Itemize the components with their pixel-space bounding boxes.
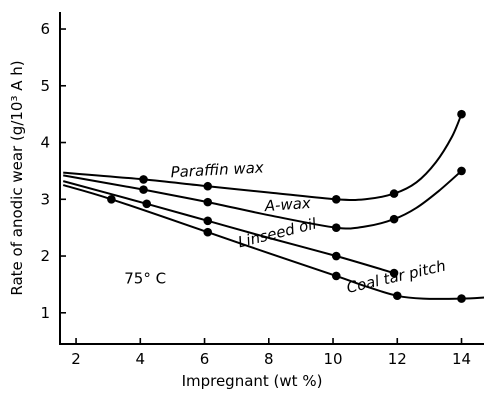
data-point-a-wax	[389, 214, 399, 224]
y-tick-label: 2	[40, 247, 50, 265]
data-point-linseed-oil	[331, 251, 341, 261]
y-tick-label: 5	[40, 77, 50, 95]
data-point-coal-tar-pitch	[107, 194, 116, 204]
data-point-paraffin-wax	[389, 189, 399, 198]
y-tick-label: 4	[40, 134, 50, 152]
axis-lines	[59, 12, 484, 345]
data-point-a-wax	[139, 185, 148, 194]
x-tick-label: 14	[452, 350, 471, 368]
data-point-linseed-oil	[203, 216, 213, 226]
x-tick-label: 12	[388, 350, 407, 368]
series-line-a-wax	[63, 170, 463, 230]
data-point-coal-tar-pitch	[457, 294, 466, 303]
x-tick-label: 4	[136, 350, 146, 368]
data-point-a-wax	[331, 223, 341, 232]
y-axis-title: Rate of anodic wear (g/10³ A h)	[8, 60, 26, 295]
y-tick-label: 3	[40, 190, 50, 208]
data-point-coal-tar-pitch	[331, 271, 341, 281]
temperature-annotation: 75° C	[124, 269, 166, 287]
x-tick-label: 8	[264, 350, 274, 368]
x-tick-label: 10	[323, 350, 342, 368]
data-point-paraffin-wax	[457, 109, 466, 119]
x-axis-title: Impregnant (wt %)	[182, 372, 323, 390]
y-tick-label: 1	[40, 304, 50, 322]
data-point-linseed-oil	[389, 268, 399, 278]
series-line-paraffin-wax	[63, 113, 463, 202]
series-layer	[62, 109, 485, 303]
x-tick-label: 2	[71, 350, 81, 368]
data-point-paraffin-wax	[331, 194, 341, 204]
data-point-paraffin-wax	[139, 175, 148, 184]
series-label-a-wax: A-wax	[263, 194, 311, 215]
series-line-linseed-oil	[62, 180, 395, 275]
data-point-coal-tar-pitch	[203, 227, 213, 237]
series-line-coal-tar-pitch	[62, 184, 485, 300]
x-tick-label: 6	[200, 350, 210, 368]
data-point-paraffin-wax	[203, 181, 213, 191]
series-label-linseed-oil: Linseed oil	[236, 214, 319, 251]
data-point-linseed-oil	[142, 199, 152, 209]
data-point-coal-tar-pitch	[392, 291, 402, 301]
data-point-a-wax	[203, 197, 213, 207]
series-label-paraffin-wax: Paraffin wax	[170, 158, 264, 181]
y-tick-label: 6	[40, 20, 50, 38]
data-point-a-wax	[457, 166, 466, 176]
